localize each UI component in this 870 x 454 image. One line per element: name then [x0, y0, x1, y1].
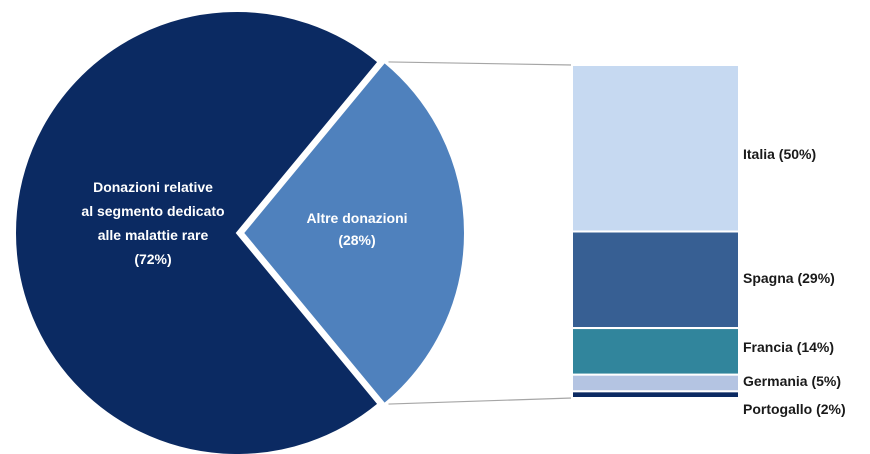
- bar-label-germania: Germania (5%): [743, 373, 841, 389]
- connector-lines: [388, 61, 573, 405]
- pie-slice-donazioni-relative-al-segmento: [14, 10, 380, 454]
- bar-label-italia: Italia (50%): [743, 146, 816, 162]
- bar-label-francia: Francia (14%): [743, 339, 834, 355]
- pie-chart: [14, 10, 466, 454]
- pie-label-malattie-rare: Donazioni relative al segmento dedicato al…: [81, 179, 224, 267]
- pie-labels: Donazioni relative al segmento dedicato al…: [81, 179, 407, 267]
- pie-slice-altre-donazioni: [241, 60, 466, 406]
- bar-label-spagna: Spagna (29%): [743, 270, 835, 286]
- connector-top: [388, 61, 573, 66]
- bar-segment-germania: [571, 373, 740, 393]
- bar-labels: Italia (50%) Spagna (29%) Francia (14%) Ger…: [743, 146, 846, 417]
- bar-label-portogallo: Portogallo (2%): [743, 401, 846, 417]
- bar-segment-francia: [571, 327, 740, 376]
- bar-segment-italia: [571, 64, 740, 233]
- stacked-bar: [571, 64, 740, 399]
- bar-segment-portogallo: [571, 390, 740, 399]
- bar-segment-spagna: [571, 230, 740, 330]
- pie-label-altre-donazioni: Altre donazioni (28%): [306, 210, 407, 248]
- connector-bottom: [388, 397, 573, 405]
